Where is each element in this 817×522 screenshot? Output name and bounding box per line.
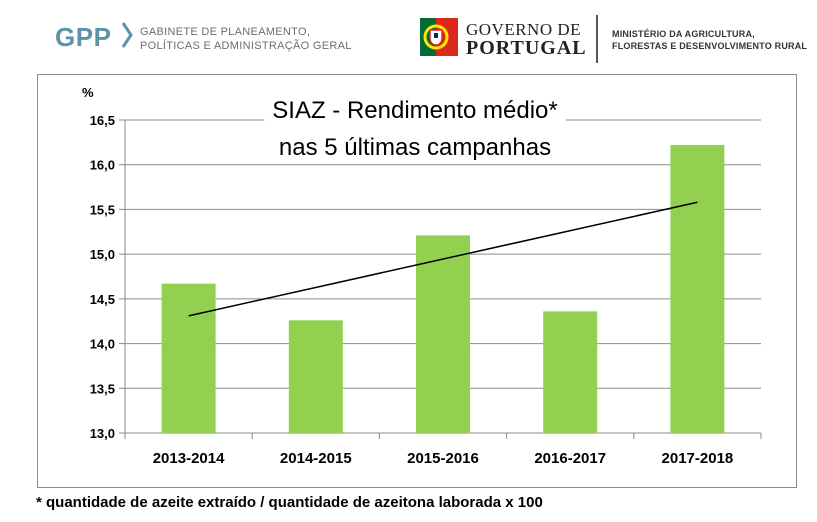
y-tick-label: 16,5 [90, 113, 115, 128]
y-axis-label: % [82, 85, 94, 100]
y-tick-label: 15,0 [90, 247, 115, 262]
x-tick-label: 2017-2018 [662, 450, 734, 467]
y-tick-label: 13,5 [90, 381, 115, 396]
chart-title-line1: SIAZ - Rendimento médio* [272, 97, 557, 124]
chart-title-line2: nas 5 últimas campanhas [279, 134, 551, 161]
trendline [188, 201, 698, 317]
footnote: * quantidade de azeite extraído / quanti… [36, 494, 543, 511]
ministry-line2: FLORESTAS E DESENVOLVIMENTO RURAL [612, 41, 808, 51]
bar-chart: 13,0 13,5 14,0 14,5 15,0 15,5 16,0 16,5% 2013-20… [82, 85, 762, 467]
gpp-name: GABINETE DE PLANEAMENTO, POLÍTICAS E ADM… [140, 25, 352, 53]
bar [670, 145, 725, 433]
chart-area: 13,0 13,5 14,0 14,5 15,0 15,5 16,0 16,5% 2013-20… [37, 74, 797, 488]
y-tick-label: 15,5 [90, 202, 115, 217]
bar [288, 320, 343, 433]
chevron-right-icon [121, 22, 133, 48]
y-tick-label: 14,5 [90, 292, 115, 307]
ministry-line1: MINISTÉRIO DA AGRICULTURA, [612, 29, 755, 39]
bar [416, 235, 470, 433]
x-tick-label: 2013-2014 [153, 450, 225, 467]
chart-title-background [264, 95, 566, 126]
government-logo-text: GOVERNO DE PORTUGAL [466, 20, 587, 58]
header-divider [596, 15, 598, 63]
gpp-logo: GPP [55, 22, 112, 52]
ministry-name: MINISTÉRIO DA AGRICULTURA, FLORESTAS E D… [612, 28, 807, 52]
bar [543, 311, 598, 433]
y-tick-label: 14,0 [90, 337, 115, 352]
y-tick-label: 16,0 [90, 158, 115, 173]
government-line1: GOVERNO DE [466, 20, 582, 39]
government-line2: PORTUGAL [466, 37, 587, 59]
x-tick-label: 2015-2016 [407, 450, 479, 467]
header: GPP GABINETE DE PLANEAMENTO, POLÍTICAS E… [0, 0, 817, 70]
portugal-coat-of-arms-icon [420, 18, 458, 56]
bar [161, 283, 216, 433]
gpp-name-line1: GABINETE DE PLANEAMENTO, [140, 26, 311, 38]
y-tick-label: 13,0 [90, 426, 115, 441]
x-tick-label: 2014-2015 [280, 450, 352, 467]
chart-title-background [270, 132, 560, 163]
x-tick-label: 2016-2017 [534, 450, 606, 467]
gpp-name-line2: POLÍTICAS E ADMINISTRAÇÃO GERAL [140, 40, 352, 52]
